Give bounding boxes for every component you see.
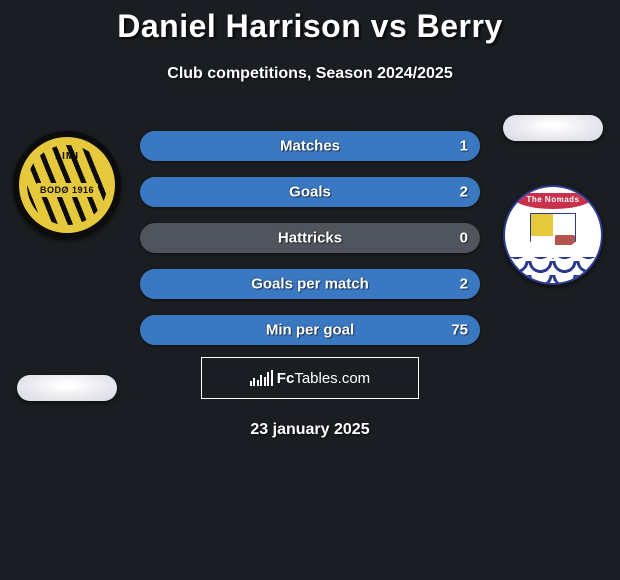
stat-row: Min per goal 75 (140, 315, 480, 345)
stat-value-right: 0 (460, 230, 468, 247)
player-right-photo (503, 115, 603, 141)
watermark-text: FcTables.com (277, 370, 370, 387)
stat-value-right: 2 (460, 184, 468, 201)
stat-label: Goals (289, 184, 331, 201)
stat-label: Goals per match (251, 276, 369, 293)
page-subtitle: Club competitions, Season 2024/2025 (0, 65, 620, 83)
bars-icon (250, 370, 273, 386)
page-title: Daniel Harrison vs Berry (0, 0, 620, 45)
stat-row: Matches 1 (140, 131, 480, 161)
stat-value-right: 75 (451, 322, 468, 339)
badge-right-banner-text: The Nomads (513, 193, 593, 209)
club-badge-right: The Nomads (503, 185, 603, 285)
stat-row: Goals per match 2 (140, 269, 480, 299)
club-badge-left: LIMI BODØ 1916 (13, 131, 121, 239)
stat-label: Min per goal (266, 322, 354, 339)
player-left-photo (17, 375, 117, 401)
snapshot-date: 23 january 2025 (0, 421, 620, 439)
stat-bars: Matches 1 Goals 2 Hattricks 0 Goals per match 2… (140, 131, 480, 361)
comparison-card: Daniel Harrison vs Berry Club competitio… (0, 0, 620, 580)
watermark-bold: Fc (277, 370, 295, 387)
stat-value-right: 1 (460, 138, 468, 155)
stat-row: Goals 2 (140, 177, 480, 207)
watermark-box: FcTables.com (201, 357, 419, 399)
player-right-column: The Nomads (493, 111, 613, 285)
stat-label: Matches (280, 138, 340, 155)
stat-row: Hattricks 0 (140, 223, 480, 253)
badge-left-top-text: LIMI (55, 151, 79, 162)
player-left-column: LIMI BODØ 1916 (7, 111, 127, 401)
stat-value-right: 2 (460, 276, 468, 293)
comparison-body: LIMI BODØ 1916 Matches 1 Goals 2 Hattricks 0 G… (0, 111, 620, 341)
watermark-rest: Tables.com (294, 370, 370, 387)
badge-left-center-text: BODØ 1916 (36, 183, 98, 197)
stat-label: Hattricks (278, 230, 342, 247)
